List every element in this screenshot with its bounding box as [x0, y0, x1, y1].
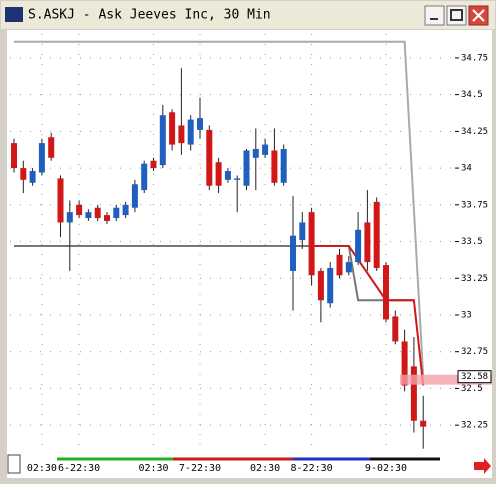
last-price-band [400, 374, 492, 385]
y-tick-label: 34.75 [461, 53, 488, 63]
candle-body [308, 212, 315, 276]
candle-body [373, 201, 380, 268]
candle-body [224, 171, 231, 180]
y-tick-label: 32.75 [461, 347, 488, 357]
candle-body [85, 212, 92, 219]
title-bar [1, 1, 495, 29]
candle-body [169, 112, 176, 145]
candle-body [20, 168, 27, 180]
x-tick-label: 02:30 [250, 463, 280, 474]
app-icon [5, 7, 23, 22]
chart: 32.25 32.5 32.75 33 33.25 33.5 33.75 34 34.25 34.… [10, 34, 492, 474]
candle-body [94, 207, 101, 219]
x-tick-label: 9-02:30 [365, 463, 407, 474]
candle-body [252, 148, 259, 158]
candle-body [113, 207, 120, 219]
x-tick-label: 8-22:30 [291, 463, 333, 474]
y-tick-label: 33 [461, 310, 472, 320]
candle-body [383, 265, 389, 320]
candle-body [234, 178, 241, 180]
candle-body [150, 160, 157, 169]
candle-body [336, 254, 343, 276]
candle-body [141, 163, 148, 191]
candle-body [410, 366, 417, 421]
candle-body [392, 316, 399, 342]
y-tick-label: 34.25 [461, 127, 488, 137]
candle-body [290, 235, 296, 271]
candle-body [317, 270, 324, 301]
candle-body [197, 118, 203, 130]
candle-body [215, 162, 222, 186]
price-axis [455, 30, 492, 456]
plot-area [7, 30, 455, 456]
candle-body [355, 229, 362, 263]
candle-body [76, 204, 83, 216]
candle-body [262, 144, 269, 155]
candle-body [38, 143, 45, 173]
candle-body [299, 222, 306, 241]
x-tick-label: 6-22:30 [58, 463, 100, 474]
candle-body [280, 148, 287, 183]
candle-body [57, 178, 64, 223]
x-tick-label: 02:30 [138, 463, 168, 474]
y-tick-label: 33.5 [461, 237, 483, 247]
candle-body [364, 222, 371, 263]
candle-body [178, 125, 185, 144]
scroll-box[interactable] [7, 454, 21, 474]
candle-body [104, 215, 110, 221]
y-tick-label: 33.75 [461, 200, 488, 210]
x-tick-label: 7-22:30 [179, 463, 221, 474]
candle-body [271, 150, 278, 183]
candle-body [131, 184, 138, 208]
candle-body [159, 115, 166, 166]
scroll-arrow[interactable] [474, 458, 491, 474]
y-tick-label: 34 [461, 164, 472, 174]
candle-body [206, 129, 213, 186]
last-price-box [457, 370, 492, 384]
window-title: S.ASKJ - Ask Jeeves Inc, 30 Min [28, 8, 271, 23]
y-tick-label: 32.25 [461, 421, 488, 431]
maximize-button[interactable] [446, 5, 467, 26]
candle-body [327, 267, 334, 304]
candle-body [66, 212, 73, 223]
close-button[interactable] [468, 5, 489, 26]
y-tick-label: 32.5 [461, 384, 483, 394]
y-tick-label: 33.25 [461, 274, 488, 284]
x-tick-label: 02:30 [27, 463, 57, 474]
candle-body [122, 204, 129, 216]
last-price-label: 32.58 [461, 372, 488, 382]
indicator-line [14, 40, 425, 377]
candle-body [243, 150, 250, 186]
candle-body [11, 143, 17, 169]
candle-body [345, 262, 352, 273]
minimize-button[interactable] [424, 5, 445, 26]
candle-body [29, 171, 36, 183]
y-tick-label: 34.5 [461, 90, 483, 100]
candle-body [187, 119, 194, 145]
candle-body [420, 420, 427, 427]
time-axis [7, 456, 492, 478]
candle-body [48, 137, 55, 158]
candle-body [401, 341, 408, 386]
